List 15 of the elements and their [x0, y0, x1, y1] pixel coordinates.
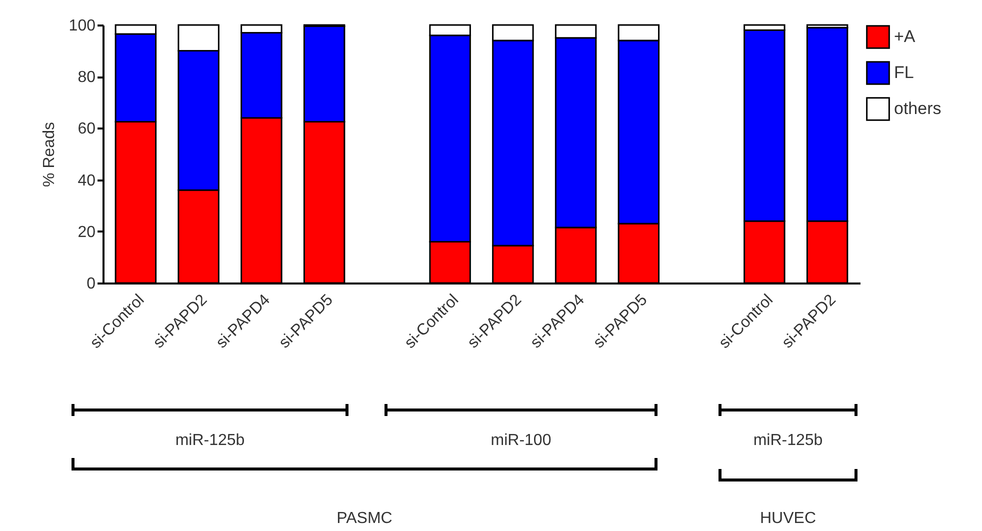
text: HUVEC	[760, 510, 816, 528]
text: miR-125b	[175, 432, 245, 450]
y-tick-label: 80	[78, 69, 96, 86]
y-tick-label: 100	[68, 18, 96, 34]
y-tick-label: 0	[86, 276, 96, 292]
text: miR-100	[490, 432, 552, 450]
legend-label: FL	[894, 63, 914, 82]
legend-label: +A	[894, 27, 916, 46]
y-tick-label: 40	[78, 172, 96, 190]
y-tick-label: 20	[78, 224, 96, 241]
y-axis-title: % Reads	[40, 122, 58, 187]
legend-label: others	[894, 99, 942, 118]
text: miR-125b	[753, 432, 823, 450]
text: PASMC	[336, 510, 392, 528]
y-tick-label: 60	[78, 120, 96, 138]
